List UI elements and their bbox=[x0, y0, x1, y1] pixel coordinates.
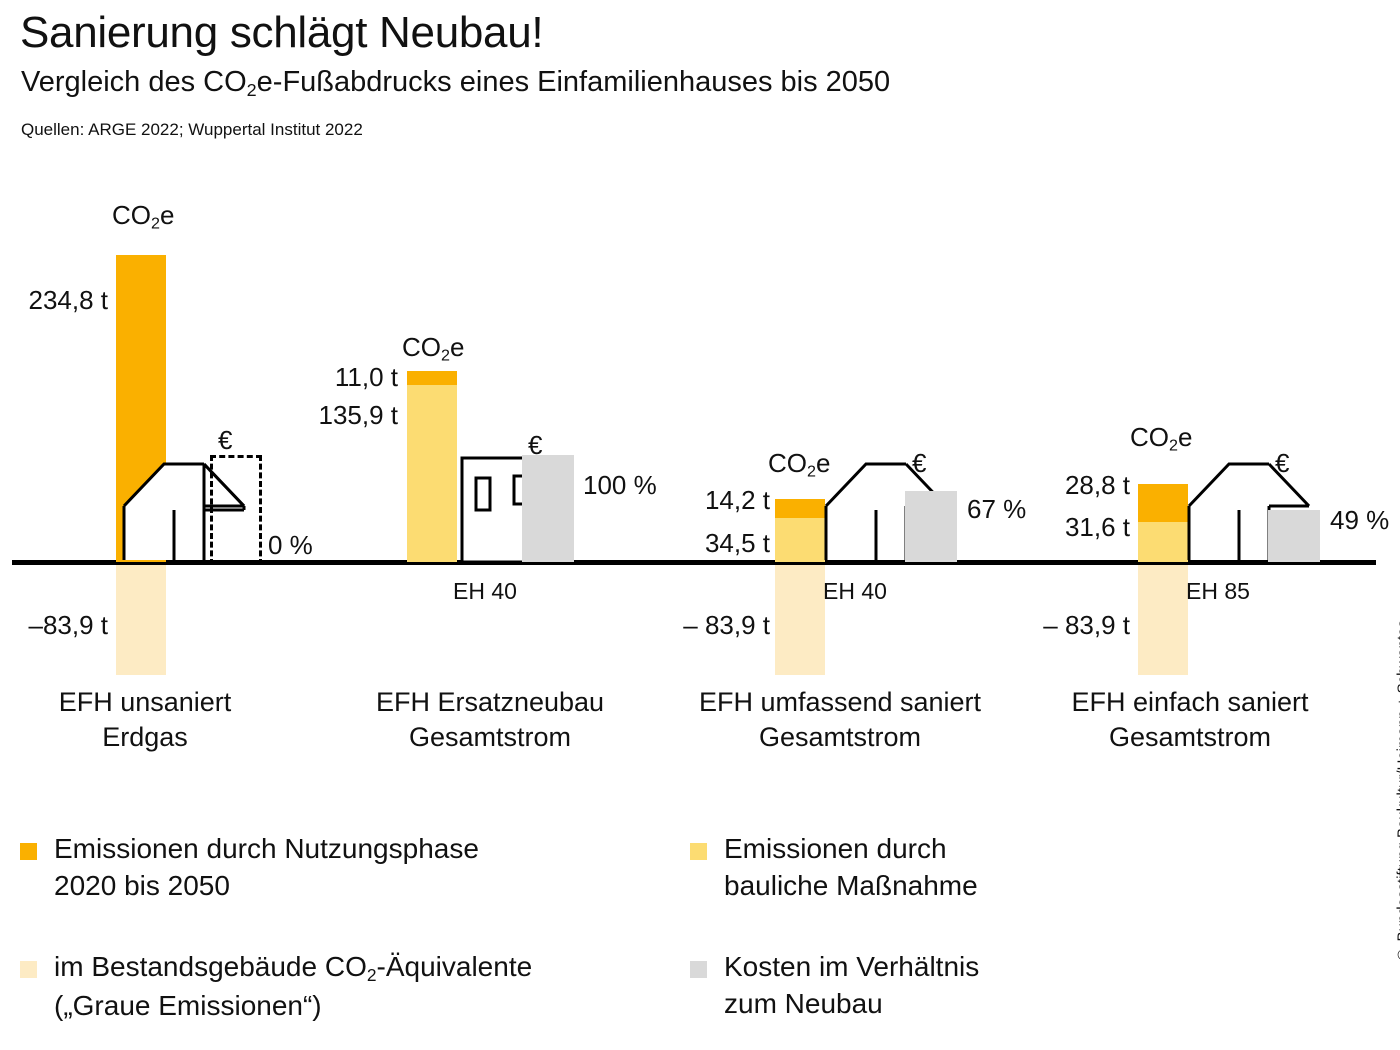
co2e-caption-post: e bbox=[815, 448, 831, 478]
legend-item-costs: Kosten im Verhältnis zum Neubau bbox=[690, 948, 1120, 1022]
bar-use-phase bbox=[1138, 484, 1188, 522]
legend-swatch-use-phase bbox=[20, 843, 37, 860]
value-grey-emissions: –83,9 t bbox=[28, 610, 108, 640]
category-label-line2: Gesamtstrom bbox=[1108, 721, 1272, 752]
page-subtitle: Vergleich des CO2e-Fußabdrucks eines Ein… bbox=[21, 66, 890, 101]
bar-group-efh-ersatzneubau: CO2e 11,0 t 135,9 t € 100 % EH 40 bbox=[318, 160, 690, 780]
chart-baseline-axis bbox=[12, 560, 1376, 565]
euro-caption: € bbox=[912, 448, 927, 478]
copyright-container: © Bundesstiftung Baukultur/Heimann + Sch… bbox=[1374, 620, 1400, 1040]
legend-label-grey-emissions: im Bestandsgebäude CO2-Äquivalente („Gra… bbox=[54, 948, 532, 1024]
bar-group-efh-umfassend-saniert: CO2e 14,2 t 34,5 t € 67 % EH 40 – 83, bbox=[683, 160, 1040, 780]
value-grey-emissions: – 83,9 t bbox=[683, 610, 770, 640]
co2e-caption-pre: CO bbox=[402, 332, 441, 362]
bar-cost-dashed bbox=[210, 455, 262, 565]
value-use-phase: 11,0 t bbox=[334, 362, 398, 392]
bar-group-efh-einfach-saniert: CO2e 28,8 t 31,6 t € 49 % EH 85 – 83,9 t bbox=[1040, 160, 1400, 780]
bar-cost bbox=[522, 455, 574, 562]
co2e-caption-pre: CO bbox=[112, 200, 151, 230]
legend-label-grey-pre: im Bestandsgebäude CO bbox=[54, 951, 367, 982]
bar-use-phase bbox=[775, 499, 825, 518]
legend-label-grey-sub: 2 bbox=[366, 964, 377, 985]
subtitle-subscript: 2 bbox=[246, 80, 257, 101]
co2e-caption-post: e bbox=[1177, 422, 1193, 452]
legend-label-use-phase: Emissionen durch Nutzungsphase 2020 bis … bbox=[54, 833, 479, 902]
legend-label-building-measure: Emissionen durch bauliche Maßnahme bbox=[724, 833, 978, 902]
value-building-measure: 34,5 t bbox=[704, 528, 770, 558]
co2e-caption-sub: 2 bbox=[1169, 436, 1178, 455]
bar-use-phase bbox=[407, 371, 457, 385]
energy-standard-label: EH 40 bbox=[823, 578, 887, 604]
chart-area: CO2e 234,8 t € bbox=[0, 160, 1400, 780]
bar-grey-emissions bbox=[775, 565, 825, 675]
bar-building-measure bbox=[775, 518, 825, 562]
co2e-caption-post: e bbox=[449, 332, 465, 362]
category-label-line1: EFH umfassend saniert bbox=[698, 687, 982, 717]
co2e-caption-post: e bbox=[159, 200, 175, 230]
co2e-caption-sub: 2 bbox=[441, 346, 450, 365]
value-use-phase: 234,8 t bbox=[28, 285, 108, 315]
legend-label-costs: Kosten im Verhältnis zum Neubau bbox=[724, 951, 980, 1020]
energy-standard-label: EH 85 bbox=[1186, 578, 1250, 604]
category-label-line2: Erdgas bbox=[102, 721, 188, 752]
legend-swatch-grey-emissions bbox=[20, 961, 37, 978]
bar-grey-emissions bbox=[1138, 565, 1188, 675]
co2e-caption-sub: 2 bbox=[151, 214, 160, 233]
energy-standard-label: EH 40 bbox=[453, 578, 517, 604]
bar-building-measure bbox=[407, 385, 457, 562]
bar-grey-emissions bbox=[116, 565, 166, 675]
value-grey-emissions: – 83,9 t bbox=[1043, 610, 1130, 640]
euro-caption: € bbox=[1275, 448, 1290, 478]
value-cost-percent: 67 % bbox=[967, 494, 1027, 524]
value-cost-percent: 0 % bbox=[268, 530, 313, 560]
value-building-measure: 31,6 t bbox=[1064, 512, 1130, 542]
value-use-phase: 14,2 t bbox=[704, 485, 770, 515]
value-use-phase: 28,8 t bbox=[1064, 470, 1130, 500]
legend-item-use-phase: Emissionen durch Nutzungsphase 2020 bis … bbox=[20, 830, 660, 904]
bar-cost bbox=[1268, 510, 1320, 562]
legend-item-grey-emissions: im Bestandsgebäude CO2-Äquivalente („Gra… bbox=[20, 948, 670, 1024]
co2e-caption: CO2e bbox=[768, 448, 830, 482]
value-cost-percent: 100 % bbox=[583, 470, 657, 500]
category-label-line1: EFH Ersatzneubau bbox=[375, 687, 605, 717]
bar-building-measure bbox=[1138, 522, 1188, 562]
co2e-caption-pre: CO bbox=[768, 448, 807, 478]
legend-label-grey-post: -Äquivalente („Graue Emissionen“) bbox=[54, 951, 533, 1021]
bar-cost bbox=[905, 491, 957, 562]
category-label: EFH Ersatzneubau Gesamtstrom bbox=[325, 685, 655, 754]
page-title: Sanierung schlägt Neubau! bbox=[20, 8, 544, 57]
house-pictogram-pitched bbox=[1187, 462, 1311, 560]
co2e-caption-pre: CO bbox=[1130, 422, 1169, 452]
subtitle-part-1: Vergleich des CO bbox=[21, 66, 247, 98]
chart-legend: Emissionen durch Nutzungsphase 2020 bis … bbox=[0, 830, 1340, 1045]
legend-swatch-building-measure bbox=[690, 843, 707, 860]
category-label-line1: EFH unsaniert bbox=[58, 687, 232, 717]
co2e-caption: CO2e bbox=[1130, 422, 1192, 456]
category-label-line1: EFH einfach saniert bbox=[1071, 687, 1309, 717]
euro-caption: € bbox=[528, 430, 543, 460]
euro-caption: € bbox=[218, 425, 233, 455]
category-label-line2: Gesamtstrom bbox=[758, 721, 922, 752]
category-label: EFH unsaniert Erdgas bbox=[0, 685, 290, 754]
co2e-caption: CO2e bbox=[402, 332, 464, 366]
category-label-line2: Gesamtstrom bbox=[408, 721, 572, 752]
legend-item-building-measure: Emissionen durch bauliche Maßnahme bbox=[690, 830, 1120, 904]
co2e-caption: CO2e bbox=[112, 200, 174, 234]
subtitle-part-2: e-Fußabdrucks eines Einfamilienhauses bi… bbox=[256, 66, 891, 98]
co2e-caption-sub: 2 bbox=[807, 462, 816, 481]
category-label: EFH umfassend saniert Gesamtstrom bbox=[665, 685, 1015, 754]
legend-swatch-costs bbox=[690, 961, 707, 978]
copyright-notice: © Bundesstiftung Baukultur/Heimann + Sch… bbox=[1394, 620, 1400, 963]
bar-group-efh-unsaniert: CO2e 234,8 t € bbox=[0, 160, 340, 780]
category-label: EFH einfach saniert Gesamtstrom bbox=[1030, 685, 1350, 754]
value-building-measure: 135,9 t bbox=[318, 400, 398, 430]
value-cost-percent: 49 % bbox=[1330, 505, 1390, 535]
sources-note: Quellen: ARGE 2022; Wuppertal Institut 2… bbox=[21, 120, 363, 139]
